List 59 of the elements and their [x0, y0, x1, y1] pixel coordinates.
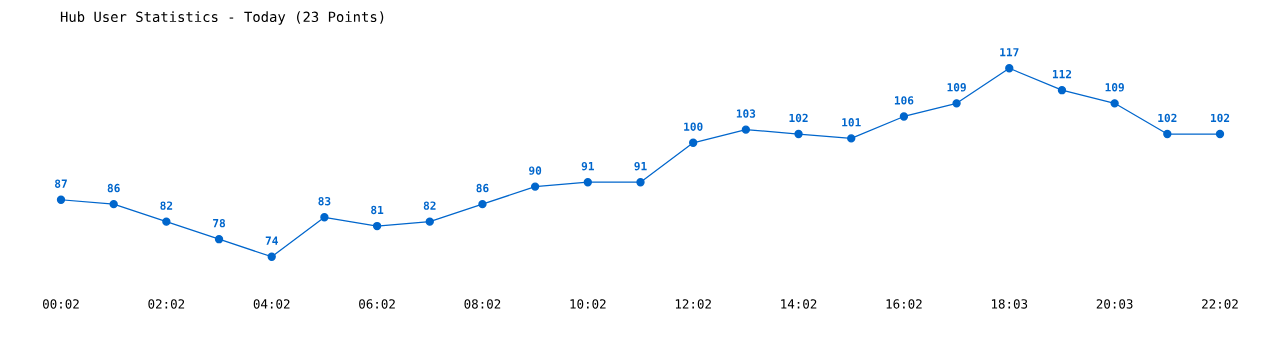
data-label: 103: [736, 109, 756, 118]
data-label: 86: [476, 183, 489, 193]
x-tick-label: 22:02: [1202, 299, 1238, 309]
x-tick-label: 14:02: [781, 299, 817, 309]
point: [741, 125, 751, 134]
x-tick-label: 06:02: [359, 299, 395, 309]
data-label: 81: [371, 205, 384, 215]
point: [530, 182, 540, 191]
point: [899, 112, 909, 121]
x-tick-label: 00:02: [43, 299, 79, 309]
point: [1005, 64, 1014, 73]
data-label: 74: [265, 236, 278, 245]
data-label: 109: [947, 83, 966, 92]
point: [1163, 129, 1172, 139]
data-label: 102: [1158, 113, 1177, 123]
data-label: 78: [213, 218, 226, 228]
chart-title: Hub User Statistics - Today (23 Points): [60, 11, 384, 25]
x-tick-label: 12:02: [675, 299, 711, 309]
point: [636, 178, 645, 187]
point: [794, 129, 803, 139]
data-label: 102: [1210, 113, 1230, 123]
data-label: 83: [318, 197, 331, 206]
data-label: 106: [894, 96, 914, 105]
point: [214, 235, 224, 244]
x-tick-label: 18:03: [991, 299, 1028, 309]
x-tick-label: 20:03: [1096, 299, 1133, 309]
point: [478, 199, 487, 209]
point: [952, 99, 961, 108]
data-label: 90: [529, 166, 542, 175]
data-label: 100: [684, 122, 703, 131]
data-label: 117: [1000, 48, 1019, 57]
point: [56, 195, 66, 204]
point: [689, 138, 698, 147]
data-label: 82: [423, 201, 436, 210]
point: [1215, 129, 1225, 139]
point: [109, 199, 118, 209]
point: [372, 221, 382, 231]
point: [583, 178, 592, 187]
point: [1110, 99, 1119, 108]
point: [267, 252, 276, 261]
point: [847, 134, 856, 143]
data-label: 101: [842, 118, 861, 127]
point: [162, 217, 171, 226]
data-label: 102: [789, 113, 808, 123]
data-label: 86: [107, 183, 120, 193]
data-label: 87: [55, 179, 67, 188]
data-label: 91: [634, 162, 647, 171]
x-tick-label: 04:02: [253, 299, 290, 309]
data-label: 109: [1105, 83, 1124, 92]
x-tick-label: 10:02: [570, 299, 606, 309]
point: [320, 213, 329, 222]
data-label: 82: [160, 201, 173, 210]
x-tick-label: 02:02: [148, 299, 185, 309]
point: [1057, 86, 1067, 95]
data-label: 112: [1052, 69, 1072, 79]
x-tick-label: 08:02: [464, 299, 501, 309]
data-label: 91: [581, 162, 594, 171]
point: [425, 217, 434, 226]
x-tick-label: 16:02: [886, 299, 922, 309]
